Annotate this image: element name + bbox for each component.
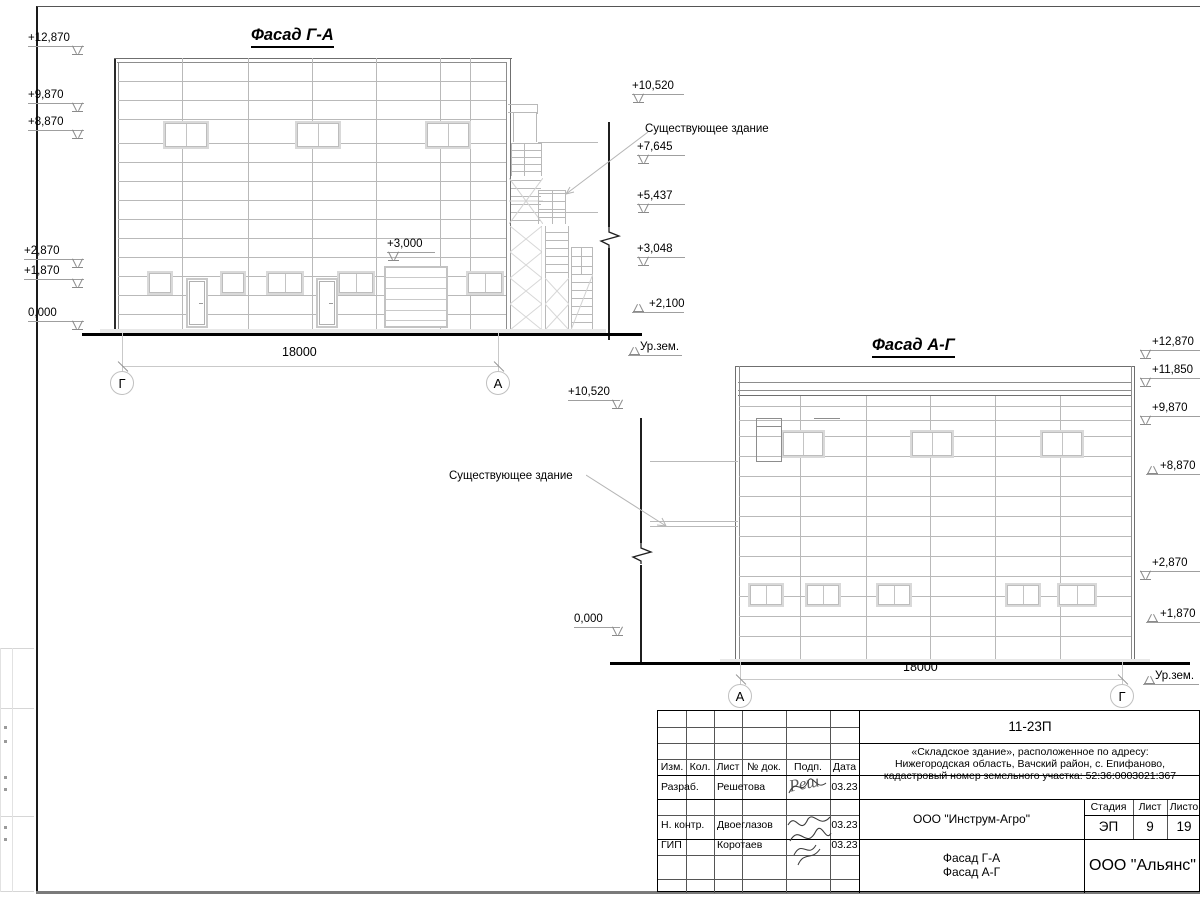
- col-header-doc: № док.: [747, 761, 781, 773]
- sheet-frame-bottom-edge: [36, 891, 1200, 894]
- facade-1-gate: [384, 266, 448, 328]
- stage-header: Стадия: [1090, 801, 1127, 813]
- row-name-nkontr: Двоеглазов: [717, 819, 773, 831]
- axis-bubble-left: Г: [110, 371, 134, 395]
- facade-2-lower-window: [805, 583, 841, 607]
- sheet-name-line-1: Фасад Г-А: [942, 851, 1001, 865]
- row-role-razrab: Разраб.: [661, 781, 699, 793]
- sheet-name-line-2: Фасад А-Г: [942, 865, 1001, 879]
- facade-1-break-symbol: [599, 226, 622, 248]
- facade-1-left-inner: [118, 62, 119, 330]
- facade-1-existing-wall: [608, 122, 610, 227]
- facade-1-ground-line: [82, 333, 642, 336]
- title-block: Изм. Кол. Лист № док. Подп. Дата Разраб.…: [657, 710, 1200, 893]
- facade-2-left-edge: [735, 366, 736, 662]
- axis-bubble-right: А: [486, 371, 510, 395]
- total-header: Листо: [1169, 801, 1199, 813]
- facade-1-upper-window: [425, 121, 471, 149]
- stage-value: ЭП: [1098, 819, 1119, 834]
- facade-1-lower-window: [147, 271, 173, 295]
- facade-1-lower-window: [266, 271, 304, 295]
- facade-1-door: [186, 278, 208, 328]
- facade-1-dimension: 18000: [282, 345, 317, 359]
- total-value: 19: [1176, 819, 1192, 834]
- facade-1-right-edge: [510, 58, 511, 330]
- facade-1-right-inner: [506, 62, 507, 330]
- customer-name: ООО "Инструм-Агро": [913, 812, 1030, 826]
- designer-name: ООО "Альянс": [1089, 857, 1196, 874]
- stair-bracing-lower-left: [510, 226, 542, 330]
- signature-nkontr-stroke: [787, 816, 832, 866]
- axis-bubble-left: А: [728, 684, 752, 708]
- project-code: 11-23П: [1008, 719, 1052, 734]
- facade-1-upper-window: [295, 121, 341, 149]
- row-date-razrab: 03.23: [831, 781, 858, 793]
- offsheet-table-fragment: [0, 648, 34, 892]
- facade-2-title: Фасад А-Г: [872, 336, 955, 358]
- facade-2-note-leader: [586, 474, 667, 527]
- facade-1-upper-window: [163, 121, 209, 149]
- list-value: 9: [1146, 819, 1154, 834]
- facade-2-lower-window: [1057, 583, 1097, 607]
- stair-bracing-upper: [509, 178, 543, 224]
- stair-bracing-right: [571, 274, 593, 330]
- facade-2-break-symbol: [631, 542, 654, 564]
- row-date-gip: 03.23: [831, 839, 858, 851]
- facade-1-title: Фасад Г-А: [251, 26, 334, 48]
- row-name-razrab: Решетова: [717, 781, 766, 793]
- signature-razrab-stroke: [788, 778, 827, 794]
- facade-2-lower-window: [876, 583, 912, 607]
- facade-1-roof-line: [114, 58, 512, 59]
- facade-1-lower-window: [220, 271, 246, 295]
- facade-1-lower-window: [337, 271, 375, 295]
- row-name-gip: Коротаев: [717, 839, 763, 851]
- facade-2-right-edge: [1134, 366, 1135, 662]
- facade-2-ground-line: [610, 662, 1190, 665]
- facade-2-roof-line: [735, 366, 1135, 367]
- axis-bubble-right: Г: [1110, 684, 1134, 708]
- stair-bracing-lower-mid: [545, 278, 569, 330]
- facade-2-upper-window: [1040, 430, 1084, 458]
- facade-1-existing-note: Существующее здание: [645, 123, 769, 135]
- row-role-gip: ГИП: [661, 839, 682, 851]
- col-header-kol: Кол.: [689, 761, 711, 773]
- facade-1-door: [316, 278, 338, 328]
- row-role-nkontr: Н. контр.: [661, 819, 705, 831]
- facade-2-upper-window: [781, 430, 825, 458]
- sheet-frame: [36, 6, 1200, 894]
- col-header-date: Дата: [832, 761, 857, 773]
- row-date-nkontr: 03.23: [831, 819, 858, 831]
- object-line-2: Нижегородская область, Вачский район, с.…: [894, 758, 1166, 770]
- col-header-list: Лист: [716, 761, 740, 773]
- facade-2-lower-window: [1005, 583, 1041, 607]
- facade-1-note-leader: [565, 131, 648, 195]
- object-line-3: кадастровый номер земельного участка: 52…: [883, 770, 1177, 782]
- facade-2-existing-note: Существующее здание: [449, 470, 573, 482]
- object-line-1: «Складское здание», расположенное по адр…: [911, 746, 1149, 758]
- facade-1-existing-wall-lower: [608, 248, 610, 340]
- col-header-sign: Подп.: [794, 761, 822, 773]
- facade-2-dimension: 18000: [903, 660, 938, 674]
- facade-2-existing-wall: [640, 418, 642, 543]
- facade-2-existing-wall-lower: [640, 565, 642, 663]
- facade-2-lower-window: [748, 583, 784, 607]
- facade-2-upper-window: [910, 430, 954, 458]
- facade-1-lower-window: [466, 271, 504, 295]
- facade-1-left-edge: [114, 58, 116, 330]
- list-header: Лист: [1138, 801, 1162, 813]
- col-header-izm: Изм.: [660, 761, 684, 773]
